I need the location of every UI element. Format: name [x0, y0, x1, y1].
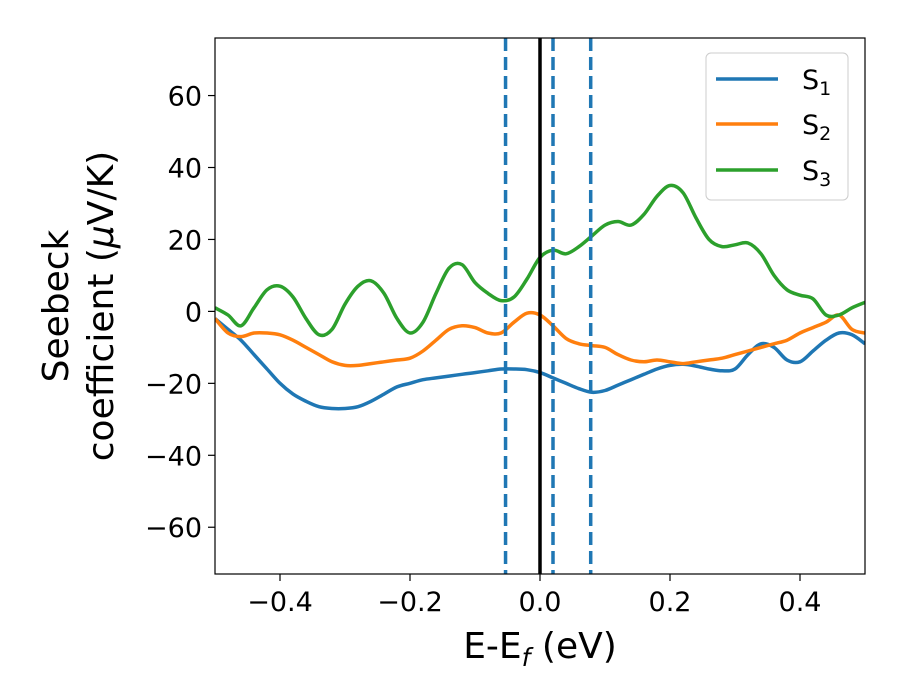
y-tick-label-5: 40: [168, 154, 202, 185]
y-axis-title-line2: coefficient (μV/K): [81, 151, 122, 461]
plot-area: [215, 38, 865, 574]
legend-label-s3-sub: 3: [819, 169, 831, 191]
legend-label-s1-main: S: [802, 65, 819, 96]
y-tick-label-3: 0: [185, 297, 202, 328]
legend-label-s2-sub: 2: [819, 123, 831, 145]
y-tick-label-6: 60: [168, 82, 202, 113]
x-axis-title-main: E-E: [463, 626, 521, 667]
y-axis-title-unit: V/K): [81, 151, 122, 225]
x-tick-label-4: 0.4: [779, 587, 822, 618]
y-tick-label-1: −40: [145, 441, 202, 472]
y-axis-title-text: coefficient (: [81, 248, 122, 461]
ticks-layer: [208, 94, 801, 581]
legend-label-s1: S1: [802, 65, 831, 100]
x-tick-label-3: 0.2: [649, 587, 692, 618]
x-tick-label-0: −0.4: [247, 587, 313, 618]
x-axis-title: E-Ef (eV): [463, 626, 617, 672]
tick-labels: −0.4 −0.2 0.0 0.2 0.4 −60 −40 −20 0 20 40 60: [145, 82, 821, 618]
y-axis-title-mu: μ: [81, 225, 122, 249]
legend-label-s3-main: S: [802, 156, 819, 187]
plot-frame: [214, 37, 866, 575]
legend-label-s3: S3: [802, 156, 831, 191]
y-tick-label-0: −60: [145, 513, 202, 544]
legend-label-s2-main: S: [802, 110, 819, 141]
y-axis-title-line1: Seebeck: [36, 229, 77, 382]
x-tick-label-1: −0.2: [377, 587, 443, 618]
y-tick-label-2: −20: [145, 369, 202, 400]
legend-box: [705, 52, 849, 201]
y-tick-label-4: 20: [168, 225, 202, 256]
legend-label-s1-sub: 1: [819, 78, 831, 100]
x-axis-title-tail: (eV): [530, 626, 616, 667]
legend: S1 S2 S3: [705, 52, 849, 201]
x-tick-label-2: 0.0: [519, 587, 562, 618]
legend-label-s2: S2: [802, 110, 831, 145]
